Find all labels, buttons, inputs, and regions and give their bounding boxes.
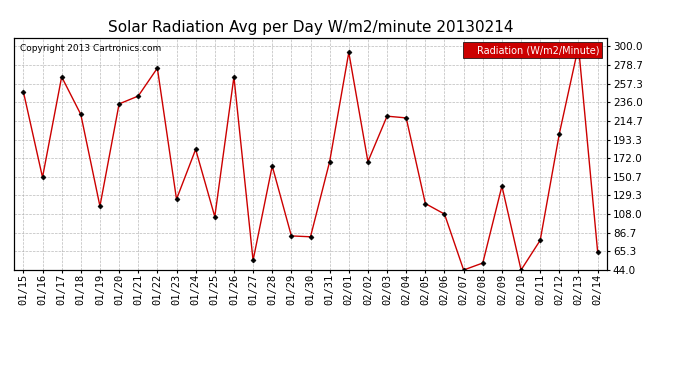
Text: Copyright 2013 Cartronics.com: Copyright 2013 Cartronics.com <box>20 45 161 54</box>
Title: Solar Radiation Avg per Day W/m2/minute 20130214: Solar Radiation Avg per Day W/m2/minute … <box>108 20 513 35</box>
Legend: Radiation (W/m2/Minute): Radiation (W/m2/Minute) <box>463 42 602 58</box>
